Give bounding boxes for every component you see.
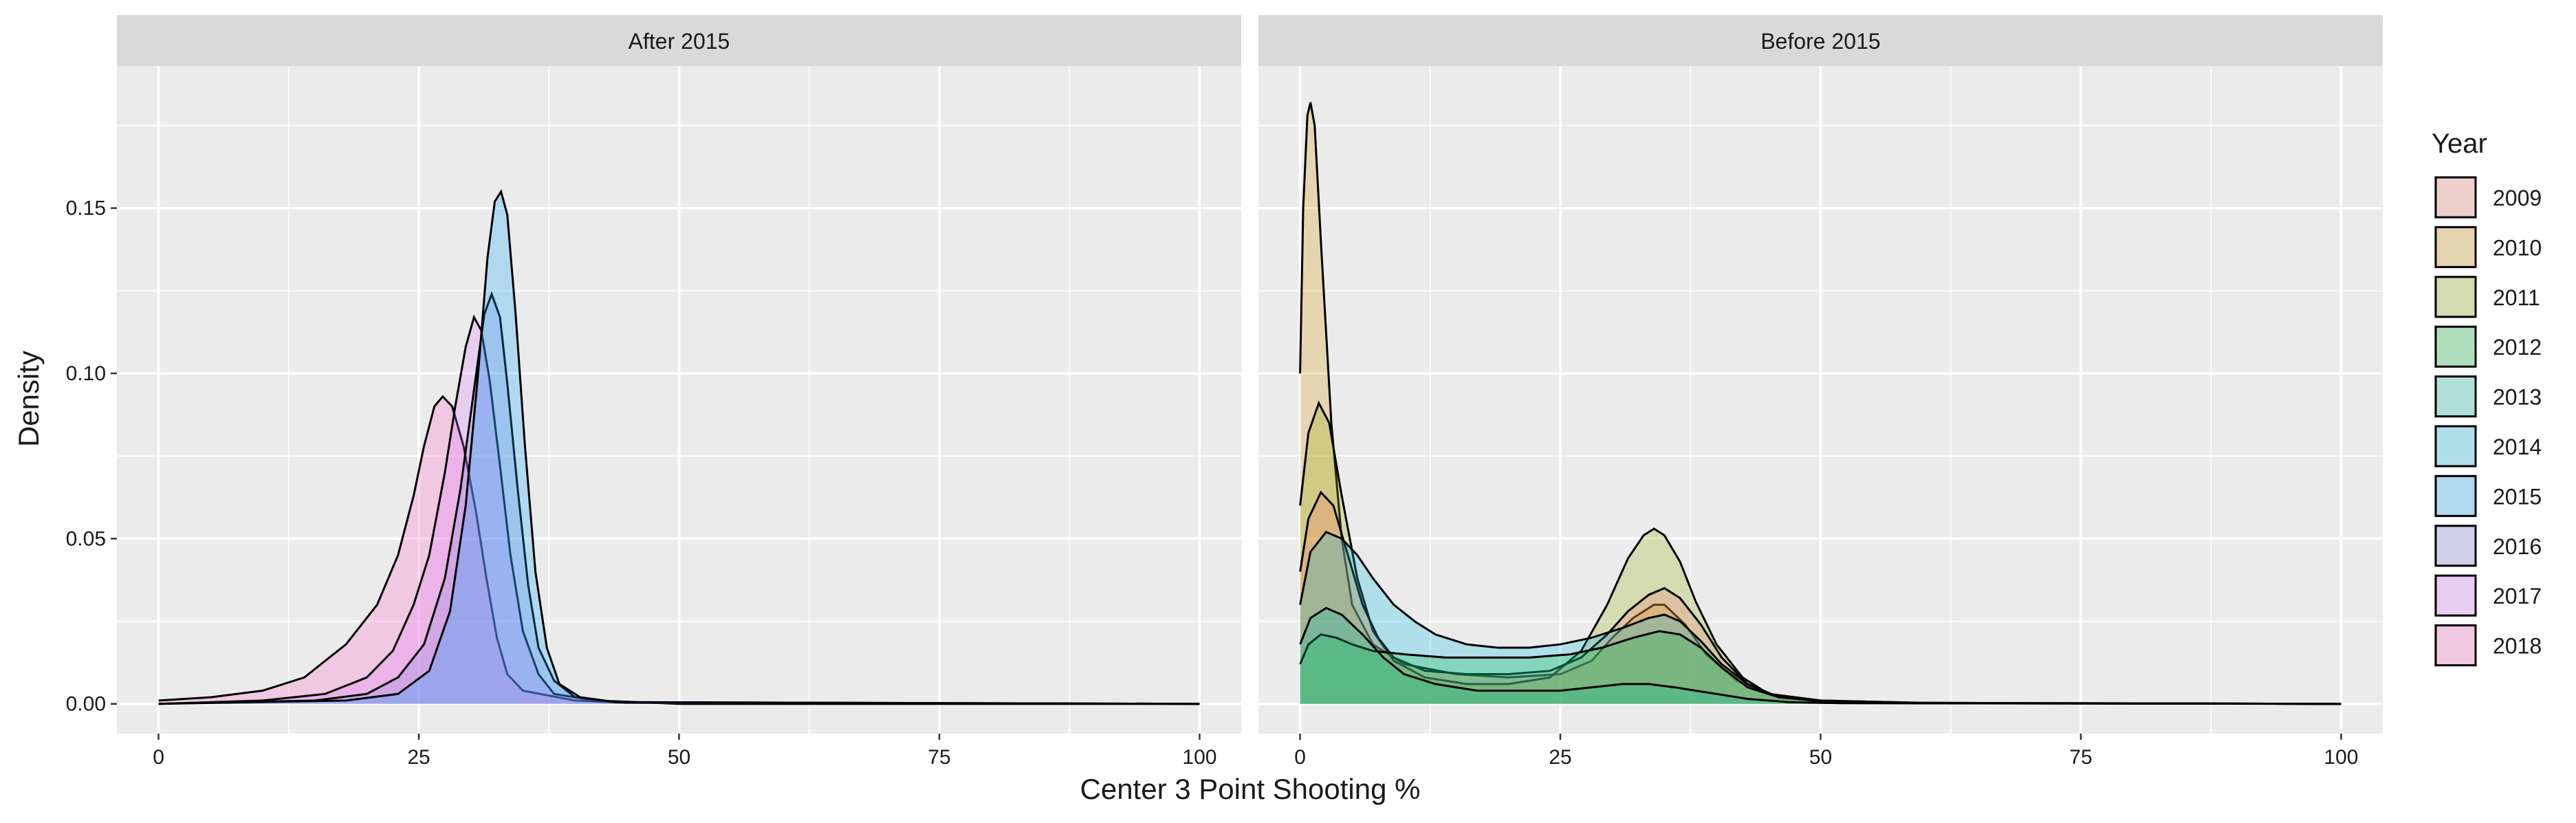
- legend-item: 2014: [2434, 425, 2542, 468]
- legend-item: 2016: [2434, 524, 2542, 567]
- x-tick-label: 100: [2324, 746, 2358, 769]
- legend-label: 2018: [2493, 634, 2542, 659]
- x-tick-label: 100: [1182, 746, 1216, 769]
- legend-label: 2009: [2493, 186, 2542, 210]
- legend-item: 2013: [2434, 375, 2542, 418]
- y-tick-label: 0.05: [66, 527, 106, 550]
- density-area-2009: [1300, 492, 2342, 704]
- legend-key-2010: [2434, 226, 2477, 268]
- legend-item: 2015: [2434, 474, 2542, 518]
- y-axis-title: Density: [12, 351, 45, 447]
- legend-key-2014: [2434, 425, 2477, 468]
- y-tick-label: 0.10: [66, 362, 106, 385]
- legend-label: 2012: [2493, 335, 2542, 360]
- density-line-2012: [1299, 630, 2342, 705]
- density-line-2011: [1299, 400, 2342, 705]
- density-area-2014: [1300, 531, 2342, 704]
- legend-key-background: [2434, 226, 2477, 269]
- x-tick-label: 25: [1549, 746, 1571, 769]
- legend-title: Year: [2432, 129, 2487, 159]
- legend-key-2013: [2434, 375, 2477, 418]
- legend-label: 2016: [2493, 534, 2542, 559]
- density-line-2014: [1299, 530, 2342, 705]
- legend-item: 2018: [2434, 624, 2542, 667]
- facet-strip-label: Before 2015: [1760, 29, 1880, 54]
- legend-label: 2013: [2493, 385, 2542, 410]
- x-tick-label: 50: [668, 746, 690, 769]
- density-area-2012: [1300, 631, 2342, 704]
- density-area-2017: [158, 317, 1200, 704]
- legend-key-background: [2434, 474, 2477, 518]
- density-line-2015: [158, 189, 1200, 705]
- legend-key-background: [2434, 524, 2477, 567]
- density-line-2016: [158, 291, 1200, 705]
- legend-label: 2014: [2493, 435, 2542, 459]
- legend-item: 2009: [2434, 176, 2542, 219]
- legend-key-2009: [2434, 176, 2477, 219]
- legend-key-background: [2434, 325, 2477, 369]
- legend-key-2018: [2434, 624, 2477, 667]
- legend-item: 2011: [2434, 275, 2540, 318]
- legend-key-background: [2434, 624, 2477, 667]
- x-tick-label: 75: [928, 746, 950, 769]
- legend-label: 2010: [2493, 235, 2542, 260]
- x-tick-label: 25: [407, 746, 430, 769]
- legend-item: 2017: [2434, 574, 2542, 617]
- facet-strip: [1258, 15, 2383, 66]
- legend-key-background: [2434, 375, 2477, 418]
- panel-before-2015: Before 2015 0 25 50 75 100: [1258, 15, 2383, 769]
- legend-key-2012: [2434, 325, 2477, 368]
- panels: After 2015 0 25 50 75 100 0.00 0.05 0.10 0.15 Befo…: [66, 15, 2383, 769]
- legend-key-background: [2434, 275, 2477, 318]
- legend-key-background: [2434, 176, 2477, 219]
- legend-key-2016: [2434, 525, 2477, 567]
- legend-key-2011: [2434, 276, 2477, 318]
- legend-key-background: [2434, 574, 2477, 617]
- x-tick-label: 0: [1294, 746, 1306, 769]
- legend-key-2015: [2434, 474, 2477, 517]
- density-line-2017: [158, 314, 1200, 705]
- legend-label: 2015: [2493, 484, 2542, 509]
- legend-key-background: [2434, 425, 2477, 468]
- y-tick-label: 0.00: [66, 693, 106, 716]
- density-line-2018: [158, 395, 1200, 705]
- x-axis-title: Center 3 Point Shooting %: [1080, 773, 1421, 805]
- panel-after-2015: After 2015 0 25 50 75 100 0.00 0.05 0.10 0.15: [66, 15, 1241, 769]
- legend-label: 2011: [2493, 285, 2540, 310]
- facet-strip-label: After 2015: [629, 29, 730, 54]
- x-tick-label: 50: [1809, 746, 1832, 769]
- legend-key-2017: [2434, 574, 2477, 617]
- legend-item: 2010: [2434, 226, 2542, 269]
- legend: Year 2009 2010 2011 2012 2013 2014 2015 2016 2017…: [2432, 129, 2542, 667]
- y-tick-label: 0.15: [66, 197, 106, 220]
- x-tick-label: 75: [2069, 746, 2092, 769]
- legend-label: 2017: [2493, 584, 2542, 608]
- legend-item: 2012: [2434, 325, 2542, 369]
- density-line-2013: [1299, 606, 2342, 705]
- density-area-2013: [1300, 608, 2342, 704]
- facet-strip: [117, 15, 1241, 66]
- x-tick-label: 0: [153, 746, 164, 769]
